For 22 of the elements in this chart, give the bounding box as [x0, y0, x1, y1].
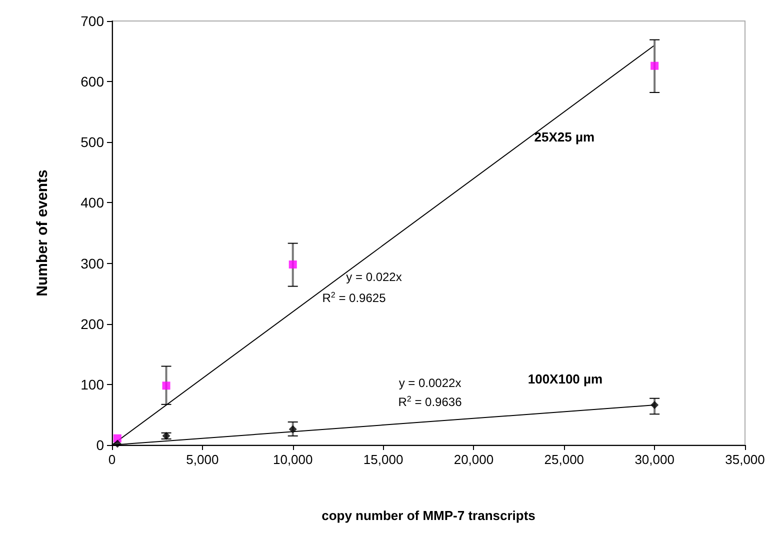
x-tick-label: 20,000: [454, 452, 494, 467]
x-tick-label: 0: [108, 452, 116, 467]
y-tick-label: 400: [80, 194, 104, 211]
y-tick-label: 200: [80, 316, 104, 332]
y-axis-title: Number of events: [34, 170, 51, 296]
y-tick-label: 300: [80, 255, 104, 272]
x-tick-label: 5,000: [186, 452, 219, 467]
annotation: y = 0.022x: [346, 270, 402, 284]
x-tick-label: 30,000: [634, 452, 674, 467]
y-tick-label: 700: [80, 13, 104, 29]
series-label: 25X25 µm: [534, 130, 595, 145]
y-tick-label: 0: [96, 437, 104, 453]
x-tick-label: 10,000: [272, 452, 313, 467]
x-axis-title: copy number of MMP-7 transcripts: [322, 508, 536, 523]
x-tick-label: 25,000: [544, 452, 584, 467]
x-tick-label: 35,000: [725, 452, 765, 467]
y-tick-label: 600: [80, 74, 104, 90]
y-tick-label: 500: [80, 134, 104, 150]
y-tick-label: 100: [80, 376, 104, 392]
series-label: 100X100 µm: [528, 372, 603, 387]
annotation: y = 0.0022x: [398, 376, 462, 390]
x-tick-label: 15,000: [363, 452, 404, 467]
